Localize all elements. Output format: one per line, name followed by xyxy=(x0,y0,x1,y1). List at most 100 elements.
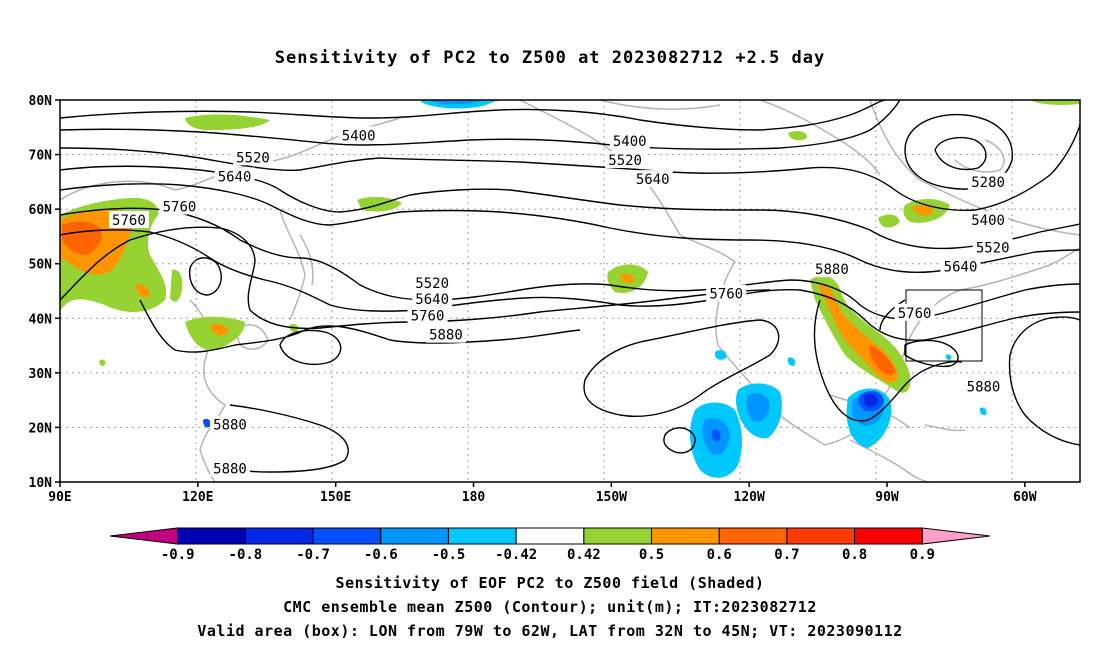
colorbar-triangle-low xyxy=(109,527,179,545)
shading-green-quebec xyxy=(878,214,900,228)
lon-label: 90E xyxy=(48,490,71,505)
shading-blue-philippines xyxy=(203,418,212,428)
contour-label-bg xyxy=(632,170,673,188)
shading-green-fareast xyxy=(170,269,183,302)
colorbar-swatch xyxy=(854,527,923,545)
contour-label-bg xyxy=(159,197,200,215)
lat-label: 50N xyxy=(29,258,53,273)
contour-label: 5520 xyxy=(236,150,270,166)
colorbar-label: -0.6 xyxy=(364,547,398,563)
shading-orange-china xyxy=(210,323,229,336)
shading-green-hudson xyxy=(788,130,808,141)
contour-label: 5760 xyxy=(112,213,146,229)
contour-label-bg xyxy=(706,284,747,302)
caption-line-2: CMC ensemble mean Z500 (Contour); unit(m… xyxy=(283,598,817,616)
colorbar-swatch xyxy=(312,527,382,545)
shading-medblue-pacific2 xyxy=(746,393,770,422)
lon-label: 90W xyxy=(875,490,899,505)
contour-label: 5760 xyxy=(163,199,197,215)
shading-green-dot xyxy=(99,359,106,366)
contour-label-bg xyxy=(894,303,935,321)
contour-label: 5640 xyxy=(636,172,670,188)
caption-line-3: Valid area (box): LON from 79W to 62W, L… xyxy=(197,622,903,640)
colorbar-label: 0.7 xyxy=(774,547,799,563)
colorbar-swatch xyxy=(447,527,517,545)
lon-label: 180 xyxy=(462,490,486,505)
colorbar-swatch xyxy=(244,527,314,545)
contour-labels: 5400 5400 5520 5520 5640 5640 5760 5760 5520 5640… xyxy=(108,126,1013,477)
colorbar-swatch xyxy=(718,527,788,545)
shading-green-siberia xyxy=(185,114,270,131)
lat-label: 70N xyxy=(29,149,53,164)
contour-label: 5760 xyxy=(411,309,445,325)
lat-label: 60N xyxy=(29,203,53,218)
contour-label: 5760 xyxy=(898,306,932,322)
colorbar-swatch xyxy=(786,527,856,545)
shading-orange-labrador xyxy=(912,205,934,216)
colorbar-label: 0.5 xyxy=(639,547,664,563)
contour-label-bg xyxy=(210,459,250,477)
contour-label-bg xyxy=(940,257,981,275)
contour-label-bg xyxy=(412,273,453,291)
shading-cyan-mexico xyxy=(714,350,727,360)
contour-label: 5880 xyxy=(967,380,1001,396)
colorbar-swatch xyxy=(515,527,585,545)
lat-label: 20N xyxy=(29,421,53,436)
contour-label-bg xyxy=(963,377,1004,395)
contour-label: 5520 xyxy=(976,240,1010,256)
contour-label: 5760 xyxy=(709,287,743,303)
colorbar-label: -0.5 xyxy=(432,547,466,563)
contour-label: 5280 xyxy=(971,175,1005,191)
lat-label: 30N xyxy=(29,367,53,382)
contour-label: 5520 xyxy=(608,153,642,169)
contour-label-bg xyxy=(338,126,379,144)
lon-label: 150W xyxy=(596,490,627,505)
contour-label-bg xyxy=(972,238,1013,256)
lat-label: 10N xyxy=(29,476,53,491)
shading-medblue-arctic xyxy=(430,100,480,105)
contour-label-bg xyxy=(407,306,448,324)
colorbar-triangle-high xyxy=(921,527,991,545)
colorbar-swatch xyxy=(380,527,449,545)
colorbar: -0.9 -0.8 -0.7 -0.6 -0.5 -0.42 0.42 0.5 0.6 0.7 0.… xyxy=(109,527,991,563)
contour-label-bg xyxy=(214,167,255,185)
contour-label: 5880 xyxy=(815,262,849,278)
lat-label: 80N xyxy=(29,94,53,109)
contour-label-bg xyxy=(425,325,466,343)
contour-label: 5520 xyxy=(415,276,449,292)
shading-orange-pacific xyxy=(620,273,635,284)
colorbar-label: 0.42 xyxy=(567,547,601,563)
positive-sensitivity-shading xyxy=(60,100,1080,393)
contour-label: 5640 xyxy=(218,169,252,185)
colorbar-label: 0.8 xyxy=(842,547,867,563)
contour-label-bg xyxy=(210,415,250,433)
contour-label: 5880 xyxy=(429,328,463,344)
contour-label-bg xyxy=(232,148,273,166)
shading-darkblue-florida xyxy=(864,394,878,407)
lon-label: 120E xyxy=(182,490,213,505)
contour-label-bg xyxy=(412,290,453,308)
lon-label: 120W xyxy=(734,490,765,505)
colorbar-label: -0.9 xyxy=(161,547,195,563)
contour-label: 5400 xyxy=(971,213,1005,229)
colorbar-label: -0.8 xyxy=(229,547,263,563)
negative-sensitivity-shading xyxy=(203,100,987,478)
valid-area-box xyxy=(905,289,983,362)
contour-label: 5880 xyxy=(213,418,247,434)
colorbar-label: -0.7 xyxy=(296,547,330,563)
contour-label-bg xyxy=(968,211,1009,229)
colorbar-label: -0.42 xyxy=(495,547,537,563)
contour-label: 5640 xyxy=(944,259,978,275)
contour-label: 5400 xyxy=(342,128,376,144)
contour-label-bg xyxy=(811,260,852,278)
contour-label: 5400 xyxy=(613,134,647,150)
caption-line-1: Sensitivity of EOF PC2 to Z500 field (Sh… xyxy=(335,574,765,592)
colorbar-swatch xyxy=(651,527,720,545)
contour-label-bg xyxy=(108,211,149,229)
shading-orange-tibet xyxy=(135,284,150,298)
shading-darkorange-eastus xyxy=(869,345,895,376)
contour-label-bg xyxy=(609,131,650,149)
shading-blue-pacific1 xyxy=(711,429,721,442)
